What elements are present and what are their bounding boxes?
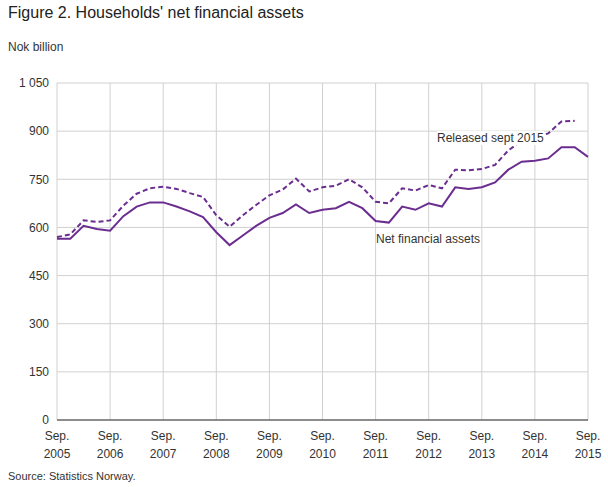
svg-text:Sep.2012: Sep.2012	[415, 429, 442, 460]
html-text:Released sept 2015: Released sept 2015	[437, 131, 544, 145]
svg-text:Sep.2009: Sep.2009	[256, 429, 283, 460]
svg-text:900: 900	[29, 124, 49, 138]
html-text:Net financial assets: Net financial assets	[376, 232, 481, 246]
svg-text:Sep.2007: Sep.2007	[150, 429, 177, 460]
svg-text:600: 600	[29, 221, 49, 235]
svg-text:Sep.2015: Sep.2015	[575, 429, 600, 460]
svg-text:Sep.2006: Sep.2006	[97, 429, 124, 460]
html-text:Figure 2. Households' net fina: Figure 2. Households' net financial asse…	[8, 4, 304, 21]
svg-text:Sep.2011: Sep.2011	[363, 429, 389, 460]
svg-text:1 050: 1 050	[19, 76, 49, 90]
svg-text:Sep.2010: Sep.2010	[309, 429, 336, 460]
svg-text:750: 750	[29, 173, 49, 187]
svg-text:Sep.2013: Sep.2013	[468, 429, 495, 460]
svg-text:450: 450	[29, 269, 49, 283]
html-text:Source: Statistics Norway.: Source: Statistics Norway.	[8, 470, 136, 482]
svg-text:Sep.2014: Sep.2014	[522, 429, 549, 460]
svg-text:0: 0	[42, 413, 49, 427]
svg-text:150: 150	[29, 365, 49, 379]
svg-text:Sep.2008: Sep.2008	[203, 429, 230, 460]
html-text:Nok billion: Nok billion	[8, 40, 64, 54]
svg-text:300: 300	[29, 317, 49, 331]
svg-text:Sep.2005: Sep.2005	[44, 429, 71, 460]
